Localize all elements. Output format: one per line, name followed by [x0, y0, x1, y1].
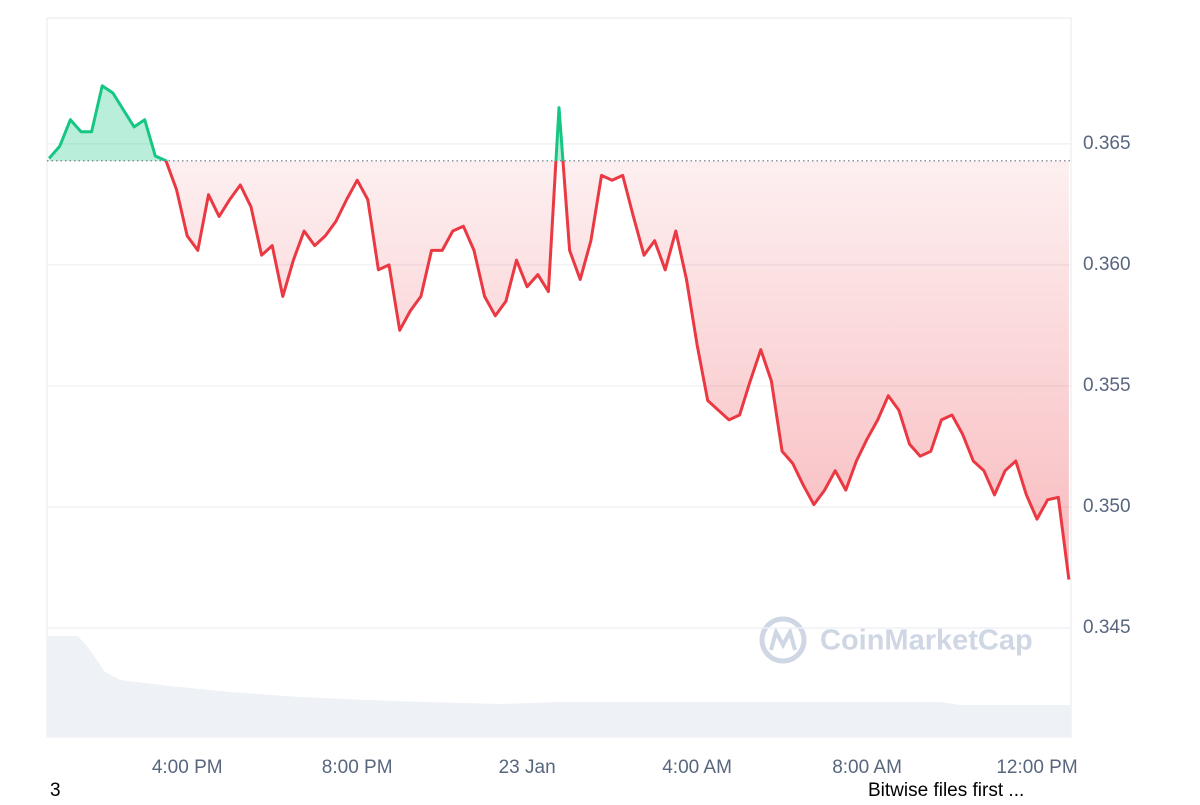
y-tick-label: 0.360 — [1083, 254, 1131, 275]
x-tick-label: 4:00 AM — [662, 757, 732, 778]
area-down — [49, 160, 1069, 580]
y-tick-label: 0.350 — [1083, 496, 1131, 517]
x-tick-label: 8:00 AM — [832, 757, 902, 778]
footer-left: 3 — [50, 780, 61, 800]
watermark: CoinMarketCap — [759, 616, 1033, 664]
price-line-up — [47, 84, 565, 161]
y-tick-label: 0.365 — [1083, 133, 1131, 154]
x-tick-label: 12:00 PM — [996, 757, 1077, 778]
y-tick-label: 0.345 — [1083, 617, 1131, 638]
watermark-logo — [759, 616, 807, 664]
watermark-text: CoinMarketCap — [820, 625, 1033, 657]
x-tick-label: 4:00 PM — [152, 757, 223, 778]
watermark-logo-mark — [769, 626, 797, 651]
price-line-down — [162, 160, 1071, 580]
volume-area — [47, 636, 1071, 737]
x-tick-label: 23 Jan — [499, 757, 556, 778]
y-tick-label: 0.355 — [1083, 375, 1131, 396]
x-tick-label: 8:00 PM — [322, 757, 393, 778]
news-headline[interactable]: Bitwise files first ... — [868, 780, 1024, 801]
